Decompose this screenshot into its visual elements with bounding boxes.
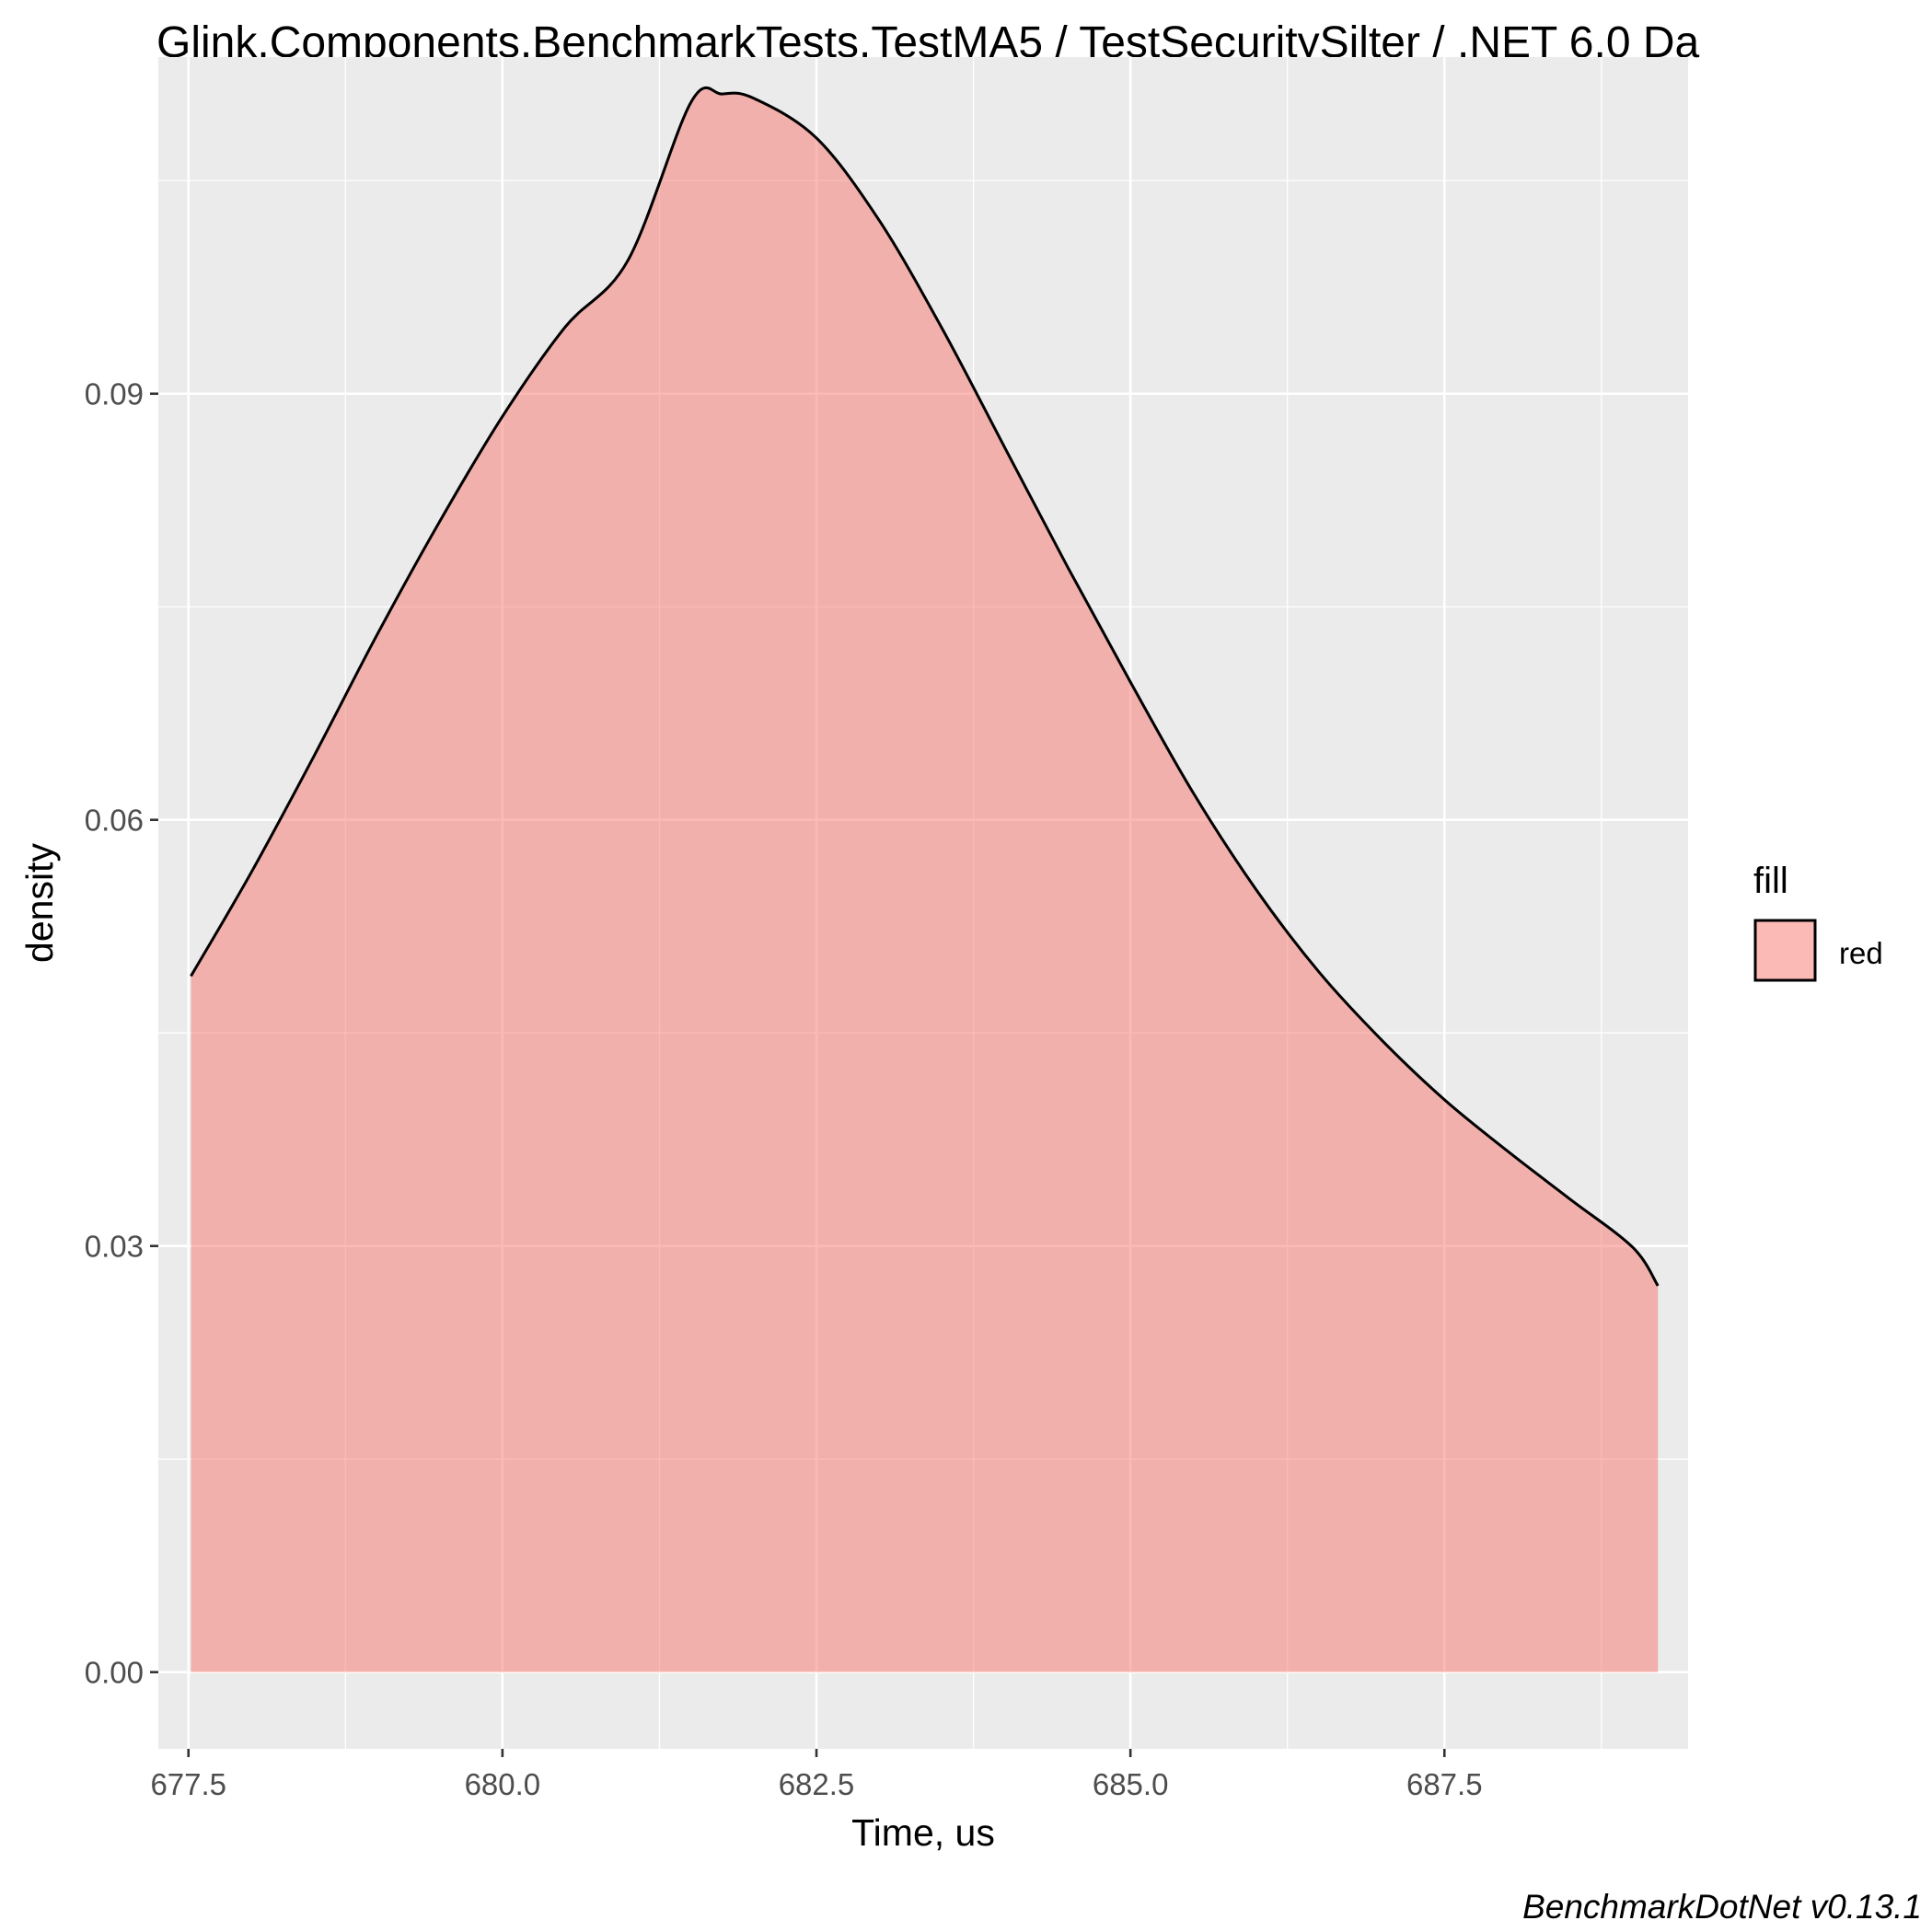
legend-title: fill	[1753, 861, 1788, 901]
x-axis-title: Time, us	[851, 1811, 995, 1854]
x-tick-label: 680.0	[465, 1767, 541, 1801]
density-area	[191, 87, 1659, 1672]
y-axis: 0.00 0.03 0.06 0.09	[85, 377, 158, 1690]
y-tick-label: 0.06	[85, 804, 144, 838]
y-tick-label: 0.09	[85, 377, 144, 411]
x-tick-label: 682.5	[779, 1767, 855, 1801]
x-axis: 677.5 680.0 682.5 685.0 687.5	[150, 1749, 1483, 1801]
legend-label: red	[1839, 936, 1883, 970]
x-tick-label: 685.0	[1093, 1767, 1169, 1801]
density-curve	[190, 86, 1660, 1287]
legend: fill red	[1753, 861, 1883, 982]
y-axis-title: density	[18, 843, 61, 963]
y-tick-label: 0.00	[85, 1656, 144, 1690]
x-tick-label: 687.5	[1406, 1767, 1483, 1801]
x-tick-label: 677.5	[150, 1767, 226, 1801]
caption: BenchmarkDotNet v0.13.1	[1522, 1888, 1922, 1926]
legend-key-swatch	[1753, 919, 1817, 982]
y-tick-label: 0.03	[85, 1230, 144, 1264]
